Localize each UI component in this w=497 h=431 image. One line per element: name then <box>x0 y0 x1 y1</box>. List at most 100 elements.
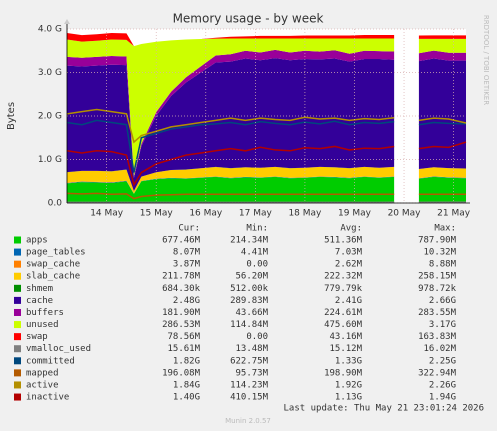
legend-stat: 787.90M <box>418 236 457 246</box>
legend-stat: 2.62M <box>335 260 363 270</box>
area <box>67 38 395 177</box>
line <box>418 117 467 124</box>
legend-swatch <box>14 321 21 329</box>
legend-header: Max: <box>434 224 456 234</box>
area <box>418 176 466 203</box>
legend-stat: 198.90M <box>324 368 363 378</box>
legend-stat: 1.13G <box>335 393 362 403</box>
x-tick-label: 21 May <box>437 209 471 219</box>
line <box>66 145 395 187</box>
chart-title: Memory usage - by week <box>173 12 324 26</box>
legend-stat: 114.23M <box>230 380 269 390</box>
legend-stat: 211.78M <box>162 272 201 282</box>
y-tick-label: 0.0 <box>48 199 63 209</box>
legend-stat: 16.02M <box>423 344 456 354</box>
x-tick-label: 15 May <box>140 209 174 219</box>
legend-stat: 0.00 <box>246 260 268 270</box>
legend-stat: 2.26G <box>429 380 456 390</box>
legend-header: Avg: <box>340 224 362 234</box>
legend-label: apps <box>26 236 48 246</box>
last-update: Last update: Thu May 21 23:01:24 2026 <box>284 404 484 414</box>
line <box>66 108 395 144</box>
area <box>67 32 395 47</box>
legend-label: swap_cache <box>26 260 80 270</box>
line <box>418 141 467 150</box>
legend-swatch <box>14 369 21 377</box>
legend-stat: 8.88M <box>429 260 457 270</box>
legend-stat: 10.32M <box>423 248 456 258</box>
legend-swatch <box>14 357 21 365</box>
area <box>418 167 466 179</box>
legend-stat: 512.00k <box>230 284 269 294</box>
legend-stat: 43.66M <box>235 308 268 318</box>
legend-label: swap <box>26 332 48 342</box>
x-tick-label: 17 May <box>239 209 273 219</box>
legend-stat: 3.17G <box>429 320 456 330</box>
plot <box>66 32 467 204</box>
legend-stat: 43.16M <box>329 332 362 342</box>
legend-stat: 224.61M <box>324 308 363 318</box>
legend-stat: 289.83M <box>230 296 269 306</box>
legend-stat: 196.08M <box>162 368 201 378</box>
legend-label: committed <box>26 356 75 366</box>
legend-swatch <box>14 296 21 304</box>
y-tick-label: 3.0 G <box>38 68 62 78</box>
legend-label: buffers <box>26 308 64 318</box>
legend-swatch <box>14 393 21 401</box>
legend-stat: 95.73M <box>235 368 268 378</box>
area <box>418 58 466 169</box>
y-tick-label: 4.0 G <box>38 25 62 35</box>
legend-swatch <box>14 381 21 389</box>
x-tick-label: 18 May <box>288 209 322 219</box>
legend-header: Cur: <box>178 224 200 234</box>
legend-swatch <box>14 272 21 280</box>
area <box>418 35 466 39</box>
legend-stat: 8.07M <box>173 248 201 258</box>
legend-stat: 3.87M <box>173 260 201 270</box>
legend-stat: 1.33G <box>335 356 362 366</box>
y-tick-label: 1.0 G <box>38 155 62 165</box>
axis-arrow <box>64 19 70 24</box>
legend-stat: 222.32M <box>324 272 363 282</box>
legend-stat: 181.90M <box>162 308 201 318</box>
legend-stat: 7.03M <box>335 248 363 258</box>
legend-stat: 283.55M <box>418 308 457 318</box>
legend-stat: 15.12M <box>329 344 362 354</box>
legend-stat: 2.48G <box>173 296 200 306</box>
legend-label: slab_cache <box>26 272 80 282</box>
x-tick-label: 19 May <box>338 209 372 219</box>
legend-swatch <box>14 236 21 244</box>
legend-stat: 1.92G <box>335 380 362 390</box>
legend-stat: 114.84M <box>230 320 269 330</box>
legend-stat: 1.82G <box>173 356 200 366</box>
legend-stat: 511.36M <box>324 236 363 246</box>
legend-label: unused <box>26 320 59 330</box>
legend-stat: 622.75M <box>230 356 269 366</box>
legend-header: Min: <box>246 224 268 234</box>
legend-label: shmem <box>26 284 53 294</box>
legend-stat: 779.79k <box>324 284 363 294</box>
line <box>66 119 395 173</box>
legend-label: page_tables <box>26 248 86 258</box>
area <box>418 50 466 62</box>
legend-stat: 322.94M <box>418 368 457 378</box>
legend-stat: 978.72k <box>418 284 457 294</box>
side-text: RRDTOOL / TOBI OETIKER <box>482 15 490 105</box>
legend-stat: 4.41M <box>241 248 269 258</box>
legend-stat: 2.41G <box>335 296 362 306</box>
legend-stat: 56.20M <box>235 272 268 282</box>
legend-label: cache <box>26 296 53 306</box>
legend-stat: 1.40G <box>173 393 200 403</box>
area <box>67 49 395 178</box>
legend-stat: 13.48M <box>235 344 268 354</box>
x-tick-label: 20 May <box>388 209 422 219</box>
legend-label: active <box>26 380 59 390</box>
legend-stat: 214.34M <box>230 236 269 246</box>
legend-swatch <box>14 284 21 292</box>
legend: Cur: Min: Avg: Max: apps 677.46M 214.34M 511.36… <box>14 224 457 403</box>
legend-stat: 2.66G <box>429 296 456 306</box>
version: Munin 2.0.57 <box>225 417 271 425</box>
legend-stat: 2.25G <box>429 356 456 366</box>
legend-stat: 1.94G <box>429 393 456 403</box>
